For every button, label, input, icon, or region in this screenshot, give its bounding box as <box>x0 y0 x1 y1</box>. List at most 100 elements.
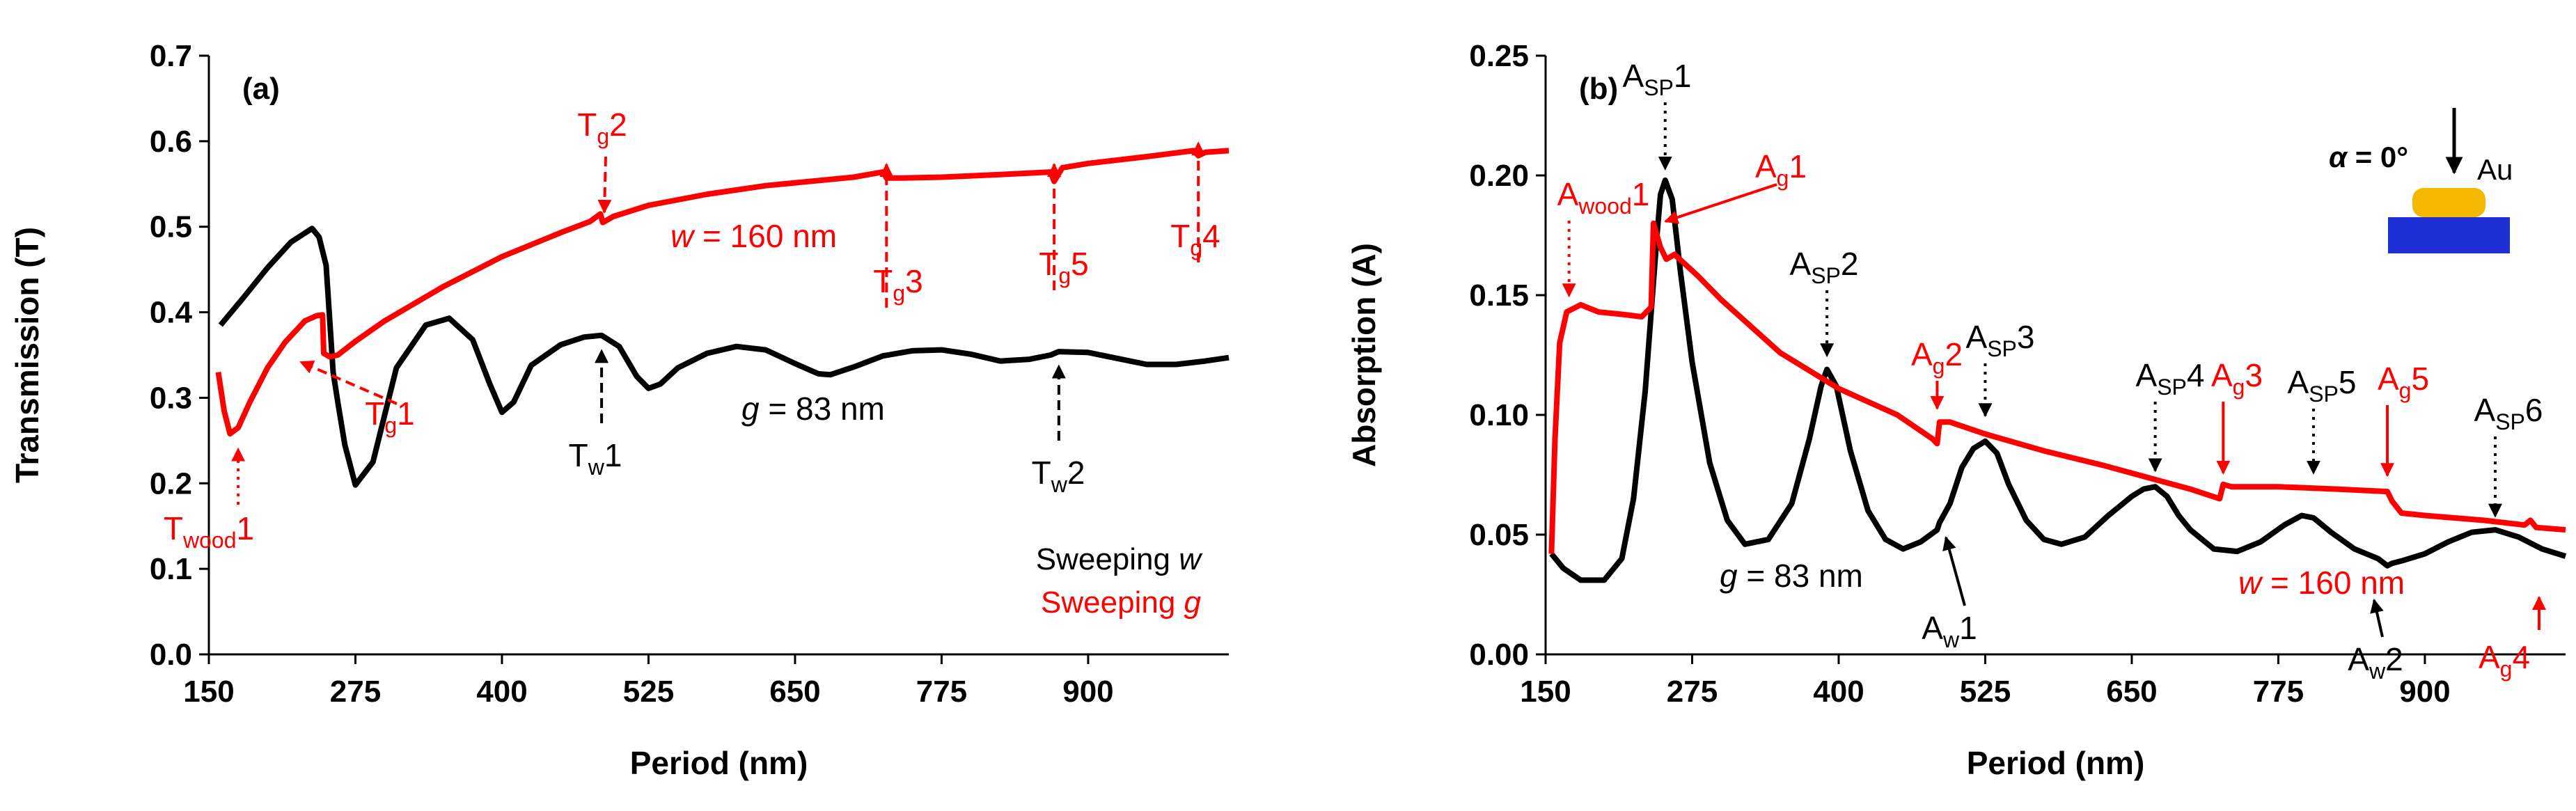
annotation-a-g1: Ag1 <box>1664 148 1807 224</box>
y-tick-label: 0.20 <box>1469 159 1529 193</box>
annotation-arrow <box>1942 536 1966 606</box>
x-tick-label: 525 <box>1960 675 2011 709</box>
annotation-label: Twood1 <box>164 510 254 553</box>
y-tick-label: 0.15 <box>1469 278 1529 313</box>
series-line-black <box>1549 177 2567 583</box>
series-line-red <box>215 148 1230 436</box>
annotation-t-w1: Tw1 <box>569 349 622 480</box>
annotation-t-g5: Tg5 <box>1039 163 1089 290</box>
annotation-label: ASP5 <box>2288 364 2357 407</box>
annotation-label: Ag2 <box>1911 336 1963 379</box>
y-axis-title: Transmission (T) <box>9 227 45 483</box>
annotation-a-sp4: ASP4 <box>2136 357 2205 473</box>
y-tick-label: 0.4 <box>150 296 193 330</box>
legend-item: Sweeping g <box>1041 585 1201 620</box>
x-tick-label: 900 <box>1062 675 1113 709</box>
annotation-a-wood1: Awood1 <box>1557 176 1650 298</box>
series-label-w160: w = 160 nm <box>670 218 837 254</box>
y-tick-label: 0.25 <box>1469 39 1529 73</box>
y-tick-label: 0.6 <box>150 125 192 159</box>
x-tick-label: 650 <box>769 675 820 709</box>
annotation-label: Tg4 <box>1170 218 1220 260</box>
x-tick-label: 900 <box>2399 675 2450 709</box>
annotation-label: ASP4 <box>2136 357 2205 400</box>
annotation-a-sp5: ASP5 <box>2288 364 2357 475</box>
annotation-label: Tg3 <box>873 263 923 306</box>
panel-label: (b) <box>1579 72 1618 106</box>
annotation-a-sp2: ASP2 <box>1790 246 1859 358</box>
annotation-a-sp6: ASP6 <box>2474 392 2543 518</box>
annotation-label: Ag3 <box>2211 357 2263 400</box>
y-axis-title: Absorption (A) <box>1346 243 1382 467</box>
annotation-t-w2: Tw2 <box>1032 364 1085 497</box>
annotation-a-sp3: ASP3 <box>1966 319 2035 418</box>
series-line-black <box>218 226 1230 488</box>
y-tick-label: 0.5 <box>150 210 192 244</box>
annotation-a-w2: Aw2 <box>2348 599 2403 684</box>
annotation-t-wood1: Twood1 <box>164 447 254 553</box>
annotation-arrow <box>597 156 612 214</box>
x-tick-label: 150 <box>183 675 234 709</box>
series-label-g83: g = 83 nm <box>741 391 885 427</box>
substrate-block <box>2388 217 2510 253</box>
annotation-a-g5: Ag5 <box>2378 361 2429 478</box>
annotation-a-g4: Ag4 <box>2479 596 2546 682</box>
y-tick-label: 0.7 <box>150 39 192 73</box>
legend: Sweeping w Sweeping g <box>1036 542 1203 620</box>
annotation-t-g2: Tg2 <box>577 107 627 214</box>
x-tick-label: 275 <box>330 675 381 709</box>
x-tick-label: 150 <box>1520 675 1571 709</box>
x-tick-label: 650 <box>2106 675 2157 709</box>
annotation-label: ASP3 <box>1966 319 2035 361</box>
x-tick-label: 775 <box>916 675 967 709</box>
panel-label: (a) <box>242 72 280 106</box>
y-tick-label: 0.05 <box>1469 518 1529 552</box>
chart-panel-a: 0.0 0.1 0.2 0.3 0.4 0.5 0.6 0.7 150 275 400 525 650 7… <box>9 39 1230 781</box>
annotation-label: Tg1 <box>365 395 415 438</box>
series-label-w160: w = 160 nm <box>2238 565 2405 601</box>
series-label-g83: g = 83 nm <box>1720 558 1863 594</box>
annotation-label: Ag5 <box>2378 361 2429 403</box>
x-tick-label: 400 <box>476 675 527 709</box>
annotation-t-g4: Tg4 <box>1170 141 1220 262</box>
material-label: Au <box>2477 153 2513 186</box>
y-tick-label: 0.10 <box>1469 398 1529 432</box>
annotation-a-g3: Ag3 <box>2211 357 2263 475</box>
x-tick-label: 525 <box>623 675 674 709</box>
annotation-a-g2: Ag2 <box>1911 336 1963 410</box>
y-tick-label: 0.1 <box>150 552 192 586</box>
x-axis-title: Period (nm) <box>1967 745 2145 781</box>
annotation-arrow <box>299 361 398 405</box>
annotation-label: Tw2 <box>1032 455 1085 497</box>
y-tick-label: 0.3 <box>150 381 192 415</box>
y-tick-label: 0.2 <box>150 466 192 501</box>
annotation-a-w1: Aw1 <box>1922 536 1977 652</box>
annotation-label: Aw2 <box>2348 641 2403 684</box>
annotation-label: ASP6 <box>2474 392 2543 434</box>
annotation-label: Tw1 <box>569 437 622 480</box>
y-tick-label: 0.00 <box>1469 638 1529 672</box>
chart-panel-b: 0.00 0.05 0.10 0.15 0.20 0.25 150 275 400 525 650 7… <box>1346 39 2567 781</box>
x-tick-label: 775 <box>2253 675 2304 709</box>
legend-item: Sweeping w <box>1036 542 1203 576</box>
x-axis-title: Period (nm) <box>630 745 808 781</box>
annotation-label: Tg2 <box>577 107 627 149</box>
y-tick-label: 0.0 <box>150 638 192 672</box>
annotation-label: Tg5 <box>1039 246 1089 288</box>
annotation-label: Ag4 <box>2479 639 2530 682</box>
annotation-label: ASP1 <box>1623 58 1692 100</box>
gold-nanostructure <box>2412 188 2485 217</box>
annotation-t-g3: Tg3 <box>873 163 923 308</box>
incidence-angle-label: α = 0° <box>2329 141 2408 173</box>
inset-diagram: α = 0° Au <box>2329 108 2513 253</box>
x-tick-label: 275 <box>1667 675 1718 709</box>
annotation-arrow <box>1664 183 1777 224</box>
annotation-a-sp1: ASP1 <box>1623 58 1692 171</box>
annotation-arrow <box>2370 599 2384 638</box>
annotation-label: ASP2 <box>1790 246 1859 288</box>
x-tick-label: 400 <box>1813 675 1864 709</box>
annotation-label: Ag1 <box>1755 148 1807 191</box>
series-line-red <box>1548 220 2566 554</box>
annotation-label: Awood1 <box>1557 176 1650 219</box>
